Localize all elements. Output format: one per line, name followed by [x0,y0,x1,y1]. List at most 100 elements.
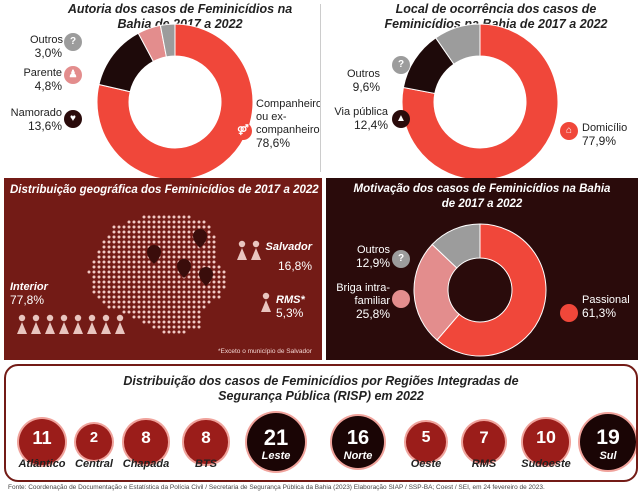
woman-icon [87,322,97,334]
slice-companheiro [96,23,254,180]
geo-salvador-name: Salvador [265,241,312,253]
map-dot [192,260,196,264]
autoria-outros-name: Outros [30,34,64,46]
map-dot [182,215,186,219]
map-dot [167,260,171,264]
map-dot [132,315,136,319]
map-dot [202,305,206,309]
woman-icon [102,314,110,322]
map-dot [197,300,201,304]
map-dot [97,280,101,284]
map-dot [172,240,176,244]
map-dot [212,240,216,244]
map-dot [207,255,211,259]
map-dot [167,225,171,229]
map-dot [137,310,141,314]
map-dot [162,300,166,304]
map-dot [112,260,116,264]
map-dot [162,240,166,244]
map-dot [112,265,116,269]
map-dot [187,325,191,329]
map-dot [112,240,116,244]
map-dot [137,275,141,279]
map-dot [137,265,141,269]
map-dot [142,280,146,284]
map-dot [202,290,206,294]
map-dot [137,305,141,309]
map-dot [222,275,226,279]
map-dot [122,250,126,254]
map-dot [102,260,106,264]
map-dot [152,295,156,299]
map-dot [157,280,161,284]
map-dot [152,310,156,314]
map-dot [187,305,191,309]
map-dot [92,280,96,284]
motivacao-title-line1: Motivação dos casos de Feminicídios na B… [353,183,611,195]
map-dot [142,250,146,254]
map-dot [97,265,101,269]
local-domicilio-name: Domicílio [582,122,628,134]
map-dot [177,305,181,309]
map-dot [177,315,181,319]
map-dot [162,280,166,284]
map-dot [167,275,171,279]
map-dot [192,270,196,274]
motivacao-title-line2: de 2017 a 2022 [441,198,523,210]
map-dot [172,310,176,314]
map-dot [132,275,136,279]
woman-icon [17,322,27,334]
map-dot [182,325,186,329]
map-dot [197,250,201,254]
map-dot [127,295,131,299]
vertical-divider [320,4,321,172]
map-dot [182,280,186,284]
map-dot [162,220,166,224]
panel-motivacao: Motivação dos casos de Feminicídios na B… [326,178,638,360]
map-dot [127,280,131,284]
map-dot [122,240,126,244]
map-dot [177,310,181,314]
map-dot [147,320,151,324]
map-dot [192,310,196,314]
map-dot [157,220,161,224]
woman-icon [73,322,83,334]
map-dot [187,310,191,314]
map-dot [92,270,96,274]
bahia-map [17,215,271,334]
map-dot [122,245,126,249]
map-dot [142,290,146,294]
map-dot [157,305,161,309]
road-icon: ▲ [392,110,410,128]
local-domicilio-label: Domicílio 77,9% [582,122,627,148]
map-dot [167,315,171,319]
map-dot [147,315,151,319]
map-dot [152,305,156,309]
map-dot [137,225,141,229]
map-dot [107,295,111,299]
map-dot [142,315,146,319]
map-dot [137,235,141,239]
map-dot [102,245,106,249]
map-dot [172,260,176,264]
map-dot [187,225,191,229]
map-dot [177,290,181,294]
map-dot [167,265,171,269]
map-dot [177,280,181,284]
map-dot [172,320,176,324]
map-dot [182,290,186,294]
map-dot [122,230,126,234]
map-dot [167,305,171,309]
map-dot [152,265,156,269]
map-pin-icon [147,245,161,264]
motivacao-passional-name: Passional [582,294,630,306]
map-dot [217,280,221,284]
map-dot [162,250,166,254]
map-dot [207,240,211,244]
map-dot [162,305,166,309]
risp-title: Distribuição dos casos de Feminicídios p… [6,374,636,404]
map-dot [217,290,221,294]
map-dot [202,285,206,289]
map-dot [182,285,186,289]
map-dot [152,275,156,279]
